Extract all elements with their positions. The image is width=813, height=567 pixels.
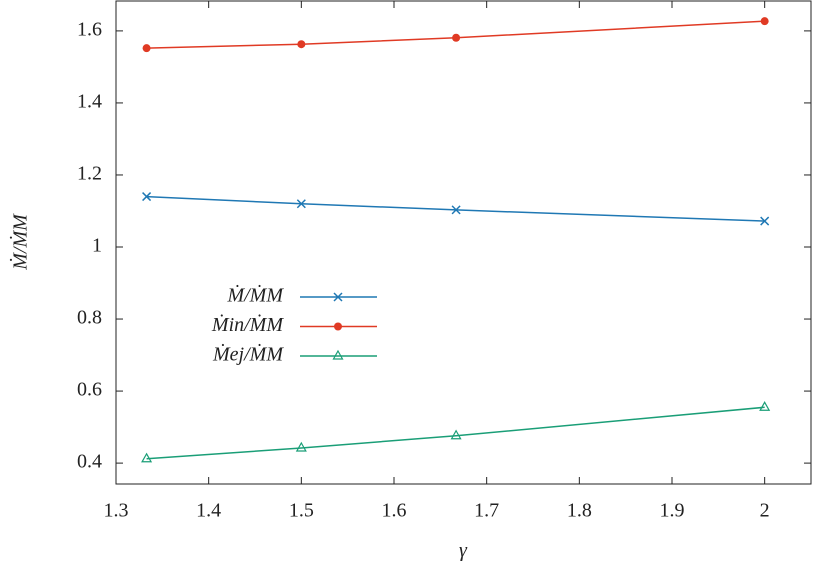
data-point <box>295 441 307 452</box>
series-line <box>146 195 765 222</box>
data-point <box>296 199 306 209</box>
data-point <box>760 17 769 26</box>
legend-marker <box>334 322 342 331</box>
y-tick-label: 0.6 <box>77 379 102 401</box>
y-tick-label: 1.6 <box>77 18 102 40</box>
legend-label: Ṁej/ṀM <box>212 343 284 366</box>
x-tick-label: 1.7 <box>474 500 499 522</box>
y-tick-label: 1.2 <box>77 163 102 185</box>
data-point <box>451 205 461 215</box>
x-tick-label: 1.5 <box>289 500 314 522</box>
data-point <box>142 44 151 53</box>
data-point <box>297 40 306 49</box>
x-tick-label: 1.9 <box>660 500 685 522</box>
plot-frame <box>115 0 812 485</box>
data-point <box>760 216 770 226</box>
series-line <box>146 20 765 49</box>
data-point <box>450 429 462 440</box>
y-tick-label: 0.4 <box>77 451 102 473</box>
legend-label: Ṁ/ṀM <box>226 284 284 307</box>
data-point <box>452 33 461 42</box>
data-point <box>141 452 153 463</box>
x-tick-label: 2 <box>760 500 770 522</box>
legend-label: Ṁin/ṀM <box>211 313 284 336</box>
x-tick-label: 1.6 <box>382 500 407 522</box>
y-tick-label: 0.8 <box>77 307 102 329</box>
x-tick-label: 1.3 <box>104 500 129 522</box>
x-tick-label: 1.4 <box>196 500 221 522</box>
x-axis-label: γ <box>459 540 468 562</box>
series-line <box>146 406 765 460</box>
y-tick-label: 1.4 <box>77 91 102 113</box>
data-point <box>142 192 152 202</box>
legend-marker <box>332 349 344 360</box>
legend-marker <box>333 292 343 302</box>
x-tick-label: 1.8 <box>567 500 592 522</box>
y-tick-label: 1 <box>92 235 102 257</box>
y-axis-label: Ṁ/ṀM <box>9 213 32 271</box>
data-point <box>759 401 771 411</box>
